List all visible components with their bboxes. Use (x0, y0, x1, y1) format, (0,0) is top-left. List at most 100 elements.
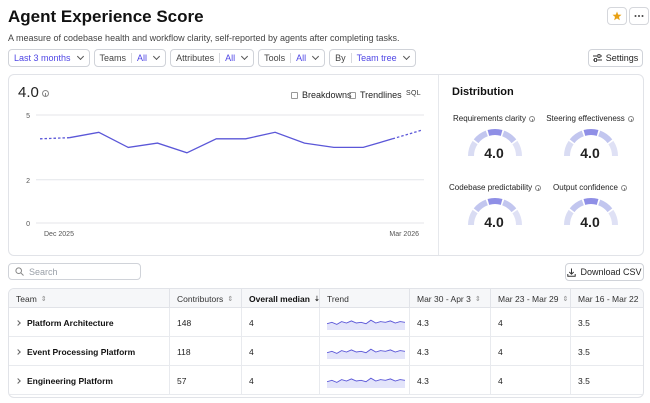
period-value: Last 3 months (14, 53, 71, 63)
column-header-week-2[interactable]: Mar 23 - Mar 29 ⇕ (490, 289, 570, 308)
y-tick-label: 0 (26, 221, 30, 228)
column-header-team[interactable]: Team ⇕ (16, 293, 47, 304)
group-by-filter[interactable]: By Team tree (329, 49, 416, 67)
filter-bar: Last 3 months Teams All Attributes All T… (8, 49, 416, 67)
info-icon[interactable] (535, 184, 542, 191)
download-icon (567, 268, 577, 277)
median-cell: 4 (241, 366, 319, 395)
gauge-output-confidence: Output confidence 4.0 (545, 183, 635, 243)
contributors-cell: 118 (169, 337, 241, 366)
table-row[interactable]: Event Processing Platform 118 4 4.3 4 3.… (9, 337, 643, 366)
gauge-segment (487, 129, 503, 136)
column-header-week-3[interactable]: Mar 16 - Mar 22 (570, 289, 643, 308)
week-1-cell: 4.3 (409, 337, 490, 366)
distribution-title: Distribution (452, 86, 514, 98)
download-label: Download CSV (580, 267, 642, 277)
week-1-cell: 4.3 (409, 366, 490, 395)
column-header-overall-median[interactable]: Overall median ⇣ (241, 289, 320, 308)
series-line-dashed-start (39, 137, 70, 140)
column-header-contributors[interactable]: Contributors ⇕ (169, 289, 241, 308)
teams-label: Teams (99, 53, 127, 63)
favorite-button[interactable] (607, 7, 627, 25)
tools-label: Tools (264, 53, 286, 63)
download-csv-button[interactable]: Download CSV (565, 263, 644, 281)
more-options-button[interactable] (629, 7, 649, 25)
week-1-cell: 4.3 (409, 308, 490, 337)
week-3-cell: 3.5 (570, 308, 643, 337)
settings-button[interactable]: Settings (588, 49, 643, 67)
info-icon[interactable] (620, 184, 627, 191)
teams-table: Team ⇕ Contributors ⇕ Overall median ⇣ Tren… (8, 288, 644, 398)
trend-cell (319, 366, 409, 395)
sparkline-line (327, 377, 405, 383)
trendlines-toggle[interactable]: Trendlines (349, 90, 402, 100)
separator (290, 53, 292, 63)
y-tick-label: 5 (26, 113, 30, 120)
gauge-label: Codebase predictability (449, 183, 542, 192)
chevron-down-icon (76, 52, 84, 61)
gauge-arc (564, 129, 618, 157)
trendlines-label: Trendlines (360, 90, 402, 100)
chevron-down-icon (153, 52, 161, 61)
y-tick-label: 2 (26, 178, 30, 185)
gauge-arc (468, 198, 522, 226)
period-select[interactable]: Last 3 months (8, 49, 90, 67)
series-line-dashed-end (392, 129, 423, 140)
gauge-segment (468, 209, 478, 226)
checkbox-icon (291, 91, 298, 99)
gauge-requirements-clarity: Requirements clarity 4.0 (449, 114, 539, 174)
sort-icon: ⇕ (474, 295, 481, 303)
table-row[interactable]: Platform Architecture 148 4 4.3 4 3.5 (9, 308, 643, 337)
gauge-label: Requirements clarity (449, 114, 539, 123)
teams-filter[interactable]: Teams All (93, 49, 167, 67)
week-2-cell: 4 (490, 337, 570, 366)
breakdowns-toggle[interactable]: Breakdowns (291, 90, 352, 100)
gauge-segment (598, 130, 613, 144)
search-icon (15, 267, 24, 276)
series-line (69, 131, 393, 154)
gauge-segment (598, 199, 613, 213)
gauge-segment (564, 209, 574, 226)
chevron-right-icon[interactable] (15, 319, 21, 326)
gauge-segment (487, 198, 503, 205)
group-by-value: Team tree (356, 53, 397, 63)
sort-desc-icon: ⇣ (313, 295, 320, 303)
search-box[interactable] (8, 263, 141, 280)
info-icon[interactable] (528, 115, 535, 122)
gauge-segment (502, 199, 517, 213)
trend-sparkline (327, 348, 405, 359)
page-subtitle: A measure of codebase health and workflo… (8, 33, 400, 43)
chevron-right-icon[interactable] (15, 377, 21, 384)
team-cell[interactable]: Event Processing Platform (9, 337, 169, 366)
trend-sparkline (327, 319, 405, 330)
table-row[interactable]: Engineering Platform 57 4 4.3 4 3.5 (9, 366, 643, 395)
separator (219, 53, 221, 63)
gauge-segment (564, 140, 574, 157)
attributes-filter[interactable]: Attributes All (170, 49, 255, 67)
divider (438, 75, 439, 255)
team-cell[interactable]: Platform Architecture (9, 308, 169, 337)
team-cell[interactable]: Engineering Platform (9, 366, 169, 395)
tools-filter[interactable]: Tools All (258, 49, 326, 67)
gauge-segment (473, 130, 488, 144)
more-icon (634, 15, 644, 17)
gauge-arc (468, 129, 522, 157)
info-icon[interactable] (627, 115, 634, 122)
chevron-down-icon (241, 52, 249, 61)
x-tick-label: Dec 2025 (44, 231, 74, 238)
gauge-segment (608, 209, 618, 226)
column-header-week-1[interactable]: Mar 30 - Apr 3 ⇕ (409, 289, 490, 308)
separator (131, 53, 133, 63)
gauge-segment (512, 209, 522, 226)
overall-score: 4.0 (18, 84, 39, 101)
search-input[interactable] (29, 266, 129, 277)
sort-icon: ⇕ (227, 295, 234, 303)
tools-value: All (296, 53, 307, 63)
chevron-right-icon[interactable] (15, 348, 21, 355)
week-3-cell: 3.5 (570, 337, 643, 366)
sql-button[interactable]: SQL (406, 90, 421, 97)
gauge-segment (512, 140, 522, 157)
sliders-icon (592, 54, 602, 62)
trend-cell (319, 337, 409, 366)
info-icon[interactable] (42, 90, 49, 97)
